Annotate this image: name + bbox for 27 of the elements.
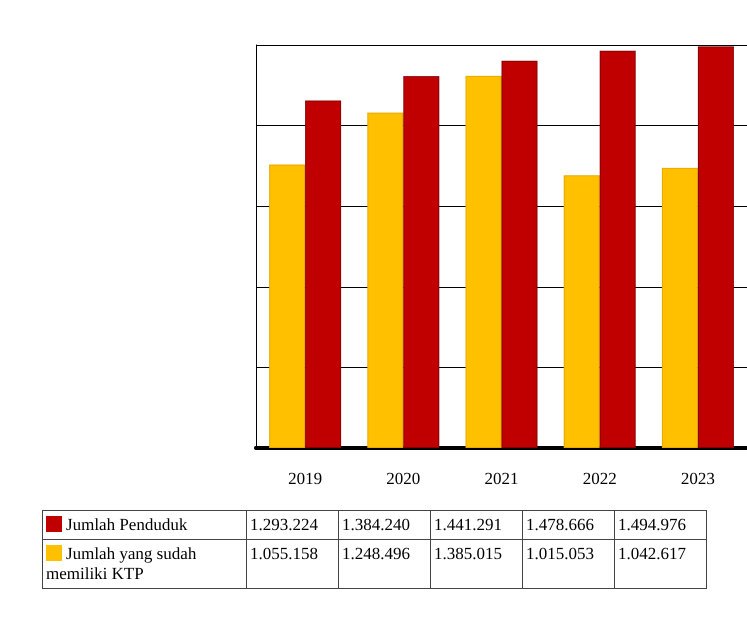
- x-tick-label: 2019: [288, 469, 322, 488]
- data-label: 1.384.240: [338, 510, 430, 540]
- data-label: 1.042.617: [614, 540, 706, 588]
- x-tick-label: 2023: [680, 469, 715, 488]
- data-label: 1.248.496: [338, 540, 430, 588]
- data-label: 1.385.015: [430, 540, 522, 588]
- x-tick-label: 2020: [386, 469, 420, 488]
- data-label: 1.015.053: [522, 540, 614, 588]
- bar: [367, 112, 404, 448]
- data-label: 1.441.291: [430, 510, 522, 540]
- bar: [600, 50, 636, 448]
- bar: [403, 76, 440, 448]
- x-tick-label: 2022: [582, 469, 617, 488]
- legend-label: Jumlah Penduduk: [42, 510, 246, 540]
- bar: [564, 175, 600, 448]
- legend-label: Jumlah yang sudah memiliki KTP: [42, 540, 246, 588]
- bar: [502, 60, 538, 448]
- bar: [698, 46, 734, 448]
- data-label: 1.494.976: [614, 510, 706, 540]
- bar: [662, 168, 698, 448]
- data-label: 1.293.224: [246, 510, 338, 540]
- data-label: 1.055.158: [246, 540, 338, 588]
- data-label: 1.478.666: [522, 510, 614, 540]
- bar: [269, 164, 306, 448]
- bar: [466, 76, 502, 448]
- x-tick-label: 2021: [484, 469, 518, 488]
- bar: [305, 100, 342, 448]
